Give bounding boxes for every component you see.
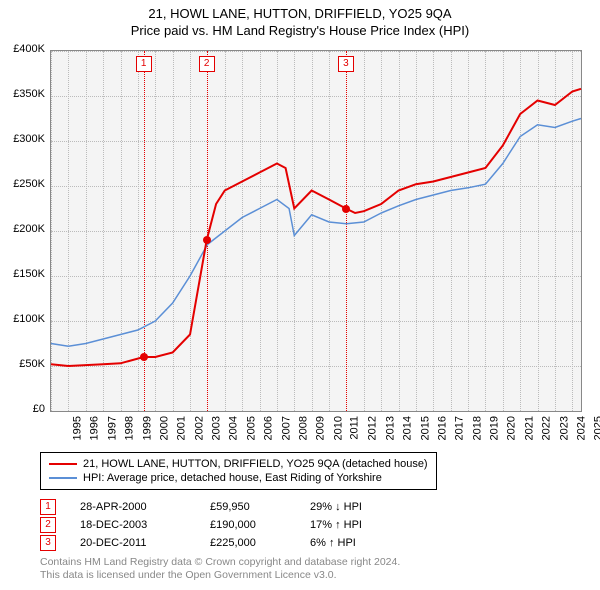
y-axis-label: £250K (0, 178, 45, 190)
y-axis-label: £100K (0, 313, 45, 325)
event-row: 2 18-DEC-2003£190,00017% ↑ HPI (40, 516, 410, 534)
x-axis-label: 2002 (193, 416, 205, 440)
x-axis-label: 2013 (384, 416, 396, 440)
x-axis-label: 2024 (575, 416, 587, 440)
x-axis-label: 2007 (280, 416, 292, 440)
legend-item: 21, HOWL LANE, HUTTON, DRIFFIELD, YO25 9… (49, 457, 428, 471)
event-row: 1 28-APR-2000£59,95029% ↓ HPI (40, 498, 410, 516)
series-line-price_paid (51, 89, 581, 366)
x-axis-label: 2010 (332, 416, 344, 440)
x-axis-label: 1997 (106, 416, 118, 440)
legend-label: HPI: Average price, detached house, East… (83, 472, 382, 484)
footer-attribution: Contains HM Land Registry data © Crown c… (40, 556, 400, 582)
y-axis-label: £300K (0, 133, 45, 145)
x-axis-label: 1995 (71, 416, 83, 440)
event-diff: 29% ↓ HPI (310, 501, 410, 513)
chart-title: 21, HOWL LANE, HUTTON, DRIFFIELD, YO25 9… (0, 0, 600, 21)
event-price: £190,000 (210, 519, 310, 531)
legend-swatch (49, 463, 77, 465)
event-price: £59,950 (210, 501, 310, 513)
event-diff: 17% ↑ HPI (310, 519, 410, 531)
x-axis-label: 2005 (245, 416, 257, 440)
x-axis-label: 2018 (471, 416, 483, 440)
footer-line1: Contains HM Land Registry data © Crown c… (40, 556, 400, 569)
x-axis-label: 1998 (124, 416, 136, 440)
event-diff: 6% ↑ HPI (310, 537, 410, 549)
x-axis-label: 2025 (593, 416, 600, 440)
x-axis-label: 2020 (506, 416, 518, 440)
footer-line2: This data is licensed under the Open Gov… (40, 569, 400, 582)
event-dot (203, 236, 211, 244)
event-number: 1 (40, 499, 56, 515)
x-axis-label: 2015 (419, 416, 431, 440)
chart-plot-area: 123 (50, 50, 582, 412)
y-axis-label: £150K (0, 268, 45, 280)
legend-swatch (49, 477, 77, 479)
event-date: 18-DEC-2003 (80, 519, 210, 531)
x-axis-label: 2000 (158, 416, 170, 440)
x-axis-label: 2006 (263, 416, 275, 440)
x-axis-label: 2023 (558, 416, 570, 440)
x-axis-label: 1999 (141, 416, 153, 440)
x-axis-label: 2011 (349, 416, 361, 440)
event-row: 3 20-DEC-2011£225,0006% ↑ HPI (40, 534, 410, 552)
legend-label: 21, HOWL LANE, HUTTON, DRIFFIELD, YO25 9… (83, 458, 428, 470)
x-axis-label: 2022 (541, 416, 553, 440)
event-dot (342, 205, 350, 213)
event-dot (140, 353, 148, 361)
y-axis-label: £50K (0, 358, 45, 370)
event-date: 20-DEC-2011 (80, 537, 210, 549)
event-number: 3 (40, 535, 56, 551)
event-date: 28-APR-2000 (80, 501, 210, 513)
chart-subtitle: Price paid vs. HM Land Registry's House … (0, 21, 600, 38)
x-axis-label: 2009 (315, 416, 327, 440)
x-axis-label: 2003 (211, 416, 223, 440)
y-axis-label: £200K (0, 223, 45, 235)
x-axis-label: 2001 (176, 416, 188, 440)
events-table: 1 28-APR-2000£59,95029% ↓ HPI 2 18-DEC-2003… (40, 498, 410, 552)
x-axis-label: 2021 (523, 416, 535, 440)
event-price: £225,000 (210, 537, 310, 549)
x-axis-label: 2017 (454, 416, 466, 440)
x-axis-label: 2016 (436, 416, 448, 440)
legend-item: HPI: Average price, detached house, East… (49, 471, 428, 485)
y-axis-label: £350K (0, 88, 45, 100)
y-axis-label: £0 (0, 403, 45, 415)
x-axis-label: 2019 (489, 416, 501, 440)
x-axis-label: 2014 (402, 416, 414, 440)
legend-box: 21, HOWL LANE, HUTTON, DRIFFIELD, YO25 9… (40, 452, 437, 490)
y-axis-label: £400K (0, 43, 45, 55)
series-line-hpi (51, 119, 581, 347)
x-axis-label: 2012 (367, 416, 379, 440)
x-axis-label: 2004 (228, 416, 240, 440)
event-number: 2 (40, 517, 56, 533)
x-axis-label: 2008 (297, 416, 309, 440)
x-axis-label: 1996 (89, 416, 101, 440)
